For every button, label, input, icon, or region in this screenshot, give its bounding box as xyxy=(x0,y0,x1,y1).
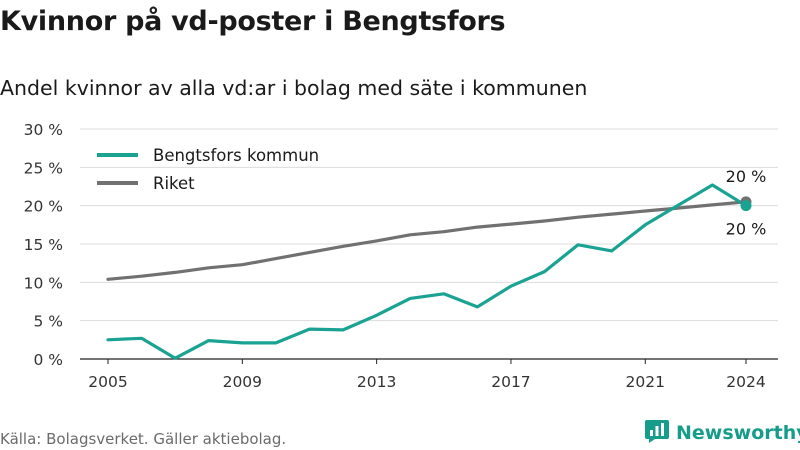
legend: Bengtsfors kommun Riket xyxy=(97,146,319,193)
series-line xyxy=(106,200,748,281)
gridlines xyxy=(80,128,778,360)
x-tick-label: 2009 xyxy=(223,373,262,391)
y-tick-label: 10 % xyxy=(24,274,63,292)
x-tick-label: 2013 xyxy=(357,373,396,391)
x-tick-label: 2005 xyxy=(88,373,127,391)
y-tick-label: 25 % xyxy=(24,159,63,177)
x-axis: 2005 2009 2013 2017 2021 2024 xyxy=(88,359,766,391)
x-tick-label: 2017 xyxy=(491,373,530,391)
y-axis-tick-labels: 0 % 5 % 10 % 15 % 20 % 25 % 30 % xyxy=(24,121,63,369)
y-tick-label: 5 % xyxy=(33,313,63,331)
y-tick-label: 0 % xyxy=(33,351,63,369)
series-lines xyxy=(106,183,748,360)
newsworthy-logo-icon xyxy=(644,418,670,448)
brand-name: Newsworthy xyxy=(676,422,800,444)
y-tick-label: 30 % xyxy=(24,121,63,139)
series-endpoint-dot xyxy=(740,200,752,212)
legend-label: Bengtsfors kommun xyxy=(153,146,319,165)
source-note: Källa: Bolagsverket. Gäller aktiebolag. xyxy=(0,430,287,448)
series-endpoints: 20 % 20 % xyxy=(726,167,767,239)
end-value-label: 20 % xyxy=(726,167,767,186)
brand-logo[interactable]: Newsworthy xyxy=(644,419,800,447)
chart-title: Kvinnor på vd-poster i Bengtsfors xyxy=(0,6,506,37)
x-tick-label: 2021 xyxy=(626,373,665,391)
legend-label: Riket xyxy=(153,174,195,193)
end-value-label: 20 % xyxy=(726,220,767,239)
y-tick-label: 20 % xyxy=(24,198,63,216)
series-line xyxy=(106,183,748,360)
y-tick-label: 15 % xyxy=(24,236,63,254)
chart-subtitle: Andel kvinnor av alla vd:ar i bolag med … xyxy=(0,76,588,100)
x-tick-label: 2024 xyxy=(726,373,765,391)
